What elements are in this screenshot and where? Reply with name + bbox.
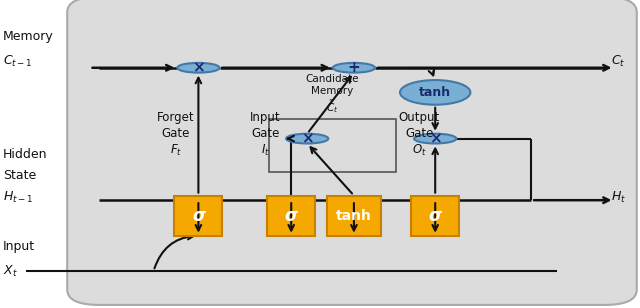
FancyBboxPatch shape bbox=[412, 196, 460, 236]
Text: $X_t$: $X_t$ bbox=[3, 263, 18, 279]
Text: Forget: Forget bbox=[157, 111, 195, 124]
Text: Candidate
Memory
$\tilde{C}_t$: Candidate Memory $\tilde{C}_t$ bbox=[305, 75, 359, 116]
Ellipse shape bbox=[286, 134, 328, 144]
Text: $C_{t-1}$: $C_{t-1}$ bbox=[3, 54, 33, 69]
Text: tanh: tanh bbox=[419, 86, 451, 99]
Text: Output: Output bbox=[399, 111, 440, 124]
Text: $H_t$: $H_t$ bbox=[611, 189, 627, 205]
Text: Gate: Gate bbox=[162, 128, 190, 140]
Text: Memory: Memory bbox=[3, 30, 54, 43]
Ellipse shape bbox=[414, 134, 456, 144]
FancyBboxPatch shape bbox=[268, 196, 316, 236]
Text: ×: × bbox=[429, 131, 442, 146]
Text: State: State bbox=[3, 169, 36, 182]
Text: Gate: Gate bbox=[405, 128, 433, 140]
Text: tanh: tanh bbox=[336, 209, 372, 223]
Text: Gate: Gate bbox=[252, 128, 280, 140]
Text: σ: σ bbox=[192, 207, 205, 225]
Text: Input: Input bbox=[3, 240, 35, 253]
Text: $O_t$: $O_t$ bbox=[412, 143, 427, 159]
Text: +: + bbox=[348, 60, 360, 75]
Ellipse shape bbox=[400, 80, 470, 105]
Text: $C_t$: $C_t$ bbox=[611, 54, 626, 69]
Text: ×: × bbox=[301, 131, 314, 146]
Ellipse shape bbox=[333, 63, 375, 73]
Text: $F_t$: $F_t$ bbox=[170, 143, 182, 159]
FancyBboxPatch shape bbox=[67, 0, 637, 305]
Text: Input: Input bbox=[250, 111, 281, 124]
Text: ×: × bbox=[192, 60, 205, 75]
Ellipse shape bbox=[177, 63, 220, 73]
FancyBboxPatch shape bbox=[174, 196, 223, 236]
FancyBboxPatch shape bbox=[327, 196, 381, 236]
Text: Hidden: Hidden bbox=[3, 148, 48, 160]
Text: $H_{t-1}$: $H_{t-1}$ bbox=[3, 189, 33, 205]
Text: $I_t$: $I_t$ bbox=[261, 143, 270, 159]
Text: σ: σ bbox=[429, 207, 442, 225]
Text: σ: σ bbox=[285, 207, 298, 225]
